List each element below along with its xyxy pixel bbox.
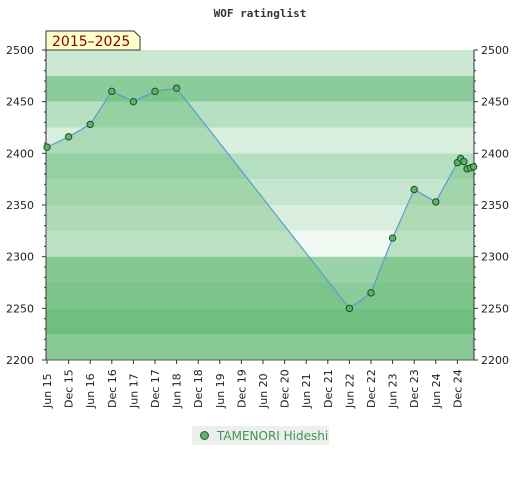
background-band <box>46 50 474 76</box>
background-band <box>46 256 474 283</box>
background-band <box>46 230 474 257</box>
x-tick-label: Jun 17 <box>127 373 140 409</box>
x-tick-label: Jun 16 <box>84 373 97 409</box>
legend-label: TAMENORI Hideshi <box>217 428 329 443</box>
data-point <box>172 84 181 92</box>
x-tick-label: Dec 22 <box>365 369 378 408</box>
x-tick-label: Dec 19 <box>235 369 248 408</box>
period-badge-shape <box>45 30 141 51</box>
y-tick-label-left: 2400 <box>6 147 34 160</box>
y-tick-label-left: 2350 <box>6 199 34 212</box>
y-tick-label-left: 2250 <box>6 302 34 315</box>
y-tick-label-right: 2250 <box>481 302 509 315</box>
background-band <box>46 153 474 180</box>
x-tick-label: Dec 15 <box>63 369 76 408</box>
data-point <box>129 97 138 106</box>
period-badge: 2015–2025 <box>45 30 141 51</box>
data-point <box>345 304 354 313</box>
y-tick-label-left: 2200 <box>6 354 34 367</box>
y-tick-label-left: 2300 <box>6 251 34 264</box>
data-point <box>108 87 116 96</box>
y-tick-label-right: 2350 <box>481 199 509 212</box>
data-point <box>367 289 375 297</box>
x-tick-label: Dec 23 <box>408 369 421 408</box>
legend-marker-icon <box>200 431 209 440</box>
data-point <box>151 87 159 96</box>
background-band <box>46 75 474 102</box>
chart-title: WOF ratinglist <box>214 7 307 20</box>
background-band <box>46 334 474 360</box>
y-tick-label-right: 2450 <box>481 96 509 109</box>
x-tick-label: Jun 22 <box>343 373 356 409</box>
data-point <box>432 198 440 206</box>
data-point <box>469 163 478 171</box>
x-tick-label: Jun 19 <box>214 373 227 409</box>
y-tick-label-left: 2500 <box>6 44 34 57</box>
background-bands <box>46 50 474 360</box>
x-tick-label: Dec 21 <box>322 369 335 408</box>
background-band <box>46 127 474 154</box>
background-band <box>46 179 474 205</box>
x-tick-label: Dec 18 <box>192 369 205 408</box>
x-tick-label: Jun 21 <box>300 373 313 409</box>
legend: TAMENORI Hideshi <box>192 426 329 445</box>
y-tick-label-right: 2500 <box>481 44 509 57</box>
x-tick-label: Dec 20 <box>279 369 292 408</box>
series-area <box>47 88 474 360</box>
data-point <box>86 120 94 129</box>
data-points <box>43 84 478 313</box>
background-band <box>46 308 474 335</box>
data-point <box>43 143 51 151</box>
x-tick-label: Jun 15 <box>41 373 54 409</box>
data-point <box>410 185 418 194</box>
y-tick-label-right: 2400 <box>481 147 509 160</box>
x-tick-label: Dec 17 <box>149 369 162 408</box>
y-axis-right: 2200 2250 2300 2350 2400 2450 2500 <box>474 44 509 367</box>
x-tick-label: Jun 23 <box>387 373 400 409</box>
x-tick-label: Jun 20 <box>257 373 270 409</box>
y-tick-label-left: 2450 <box>6 96 34 109</box>
x-axis: Jun 15 Dec 15 Jun 16 Dec 16 Jun 17 Dec 17 Jun … <box>41 360 464 409</box>
y-tick-label-right: 2300 <box>481 251 509 264</box>
data-point <box>388 234 397 242</box>
y-tick-label-right: 2200 <box>481 354 509 367</box>
background-band <box>46 282 474 309</box>
x-tick-label: Dec 16 <box>106 369 119 408</box>
data-point <box>64 133 73 141</box>
background-band <box>46 101 474 128</box>
y-axis-left: 2200 2250 2300 2350 2400 2450 2500 <box>6 44 46 367</box>
background-band <box>46 205 474 231</box>
data-point <box>460 157 468 166</box>
x-tick-label: Dec 24 <box>451 369 464 408</box>
period-badge-text: 2015–2025 <box>52 34 130 50</box>
x-tick-label: Jun 24 <box>430 373 443 409</box>
x-tick-label: Jun 18 <box>171 373 184 409</box>
